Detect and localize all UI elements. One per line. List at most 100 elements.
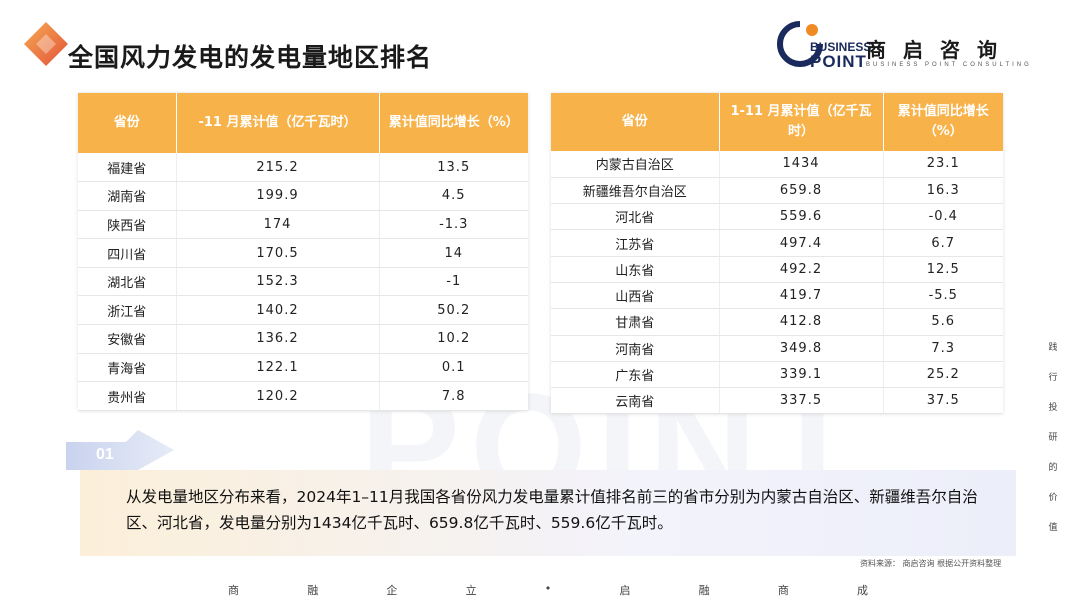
cell-growth: 13.5	[379, 153, 528, 183]
side-char: 的	[1048, 463, 1058, 473]
cell-province: 河南省	[551, 335, 720, 362]
cell-province: 浙江省	[78, 295, 177, 326]
cell-growth: 4.5	[379, 181, 528, 211]
brand-logo: BUSINESS POINT 商启咨询 BUSINESS POINT CONSU…	[774, 18, 1064, 78]
title-diamond-icon	[24, 22, 68, 66]
cell-province: 山东省	[551, 256, 720, 283]
side-char: 值	[1048, 523, 1058, 533]
table-row: 湖南省 199.9 4.5	[78, 181, 528, 211]
table-row: 云南省 337.5 37.5	[551, 387, 1003, 415]
summary-text: 从发电量地区分布来看，2024年1–11月我国各省份风力发电量累计值排名前三的省…	[126, 488, 978, 532]
cell-province: 四川省	[78, 238, 177, 268]
cell-province: 内蒙古自治区	[551, 151, 720, 178]
footer-char: 融	[698, 584, 710, 597]
cell-cumulative: 419.7	[719, 282, 884, 310]
table-row: 福建省 215.2 13.5	[78, 153, 528, 183]
side-char: 价	[1048, 493, 1058, 503]
cell-cumulative: 136.2	[176, 324, 380, 354]
cell-cumulative: 497.4	[719, 229, 884, 257]
cell-growth: 7.3	[883, 335, 1003, 362]
cell-growth: 14	[379, 238, 528, 268]
cell-province: 安徽省	[78, 324, 177, 354]
side-char: 投	[1048, 403, 1058, 413]
cell-province: 湖南省	[78, 181, 177, 211]
cell-cumulative: 1434	[719, 151, 884, 178]
header-cumulative: -11 月累计值（亿千瓦时）	[176, 93, 380, 153]
cell-cumulative: 492.2	[719, 256, 884, 283]
table-row: 湖北省 152.3 -1	[78, 267, 528, 297]
cell-province: 甘肃省	[551, 308, 720, 336]
side-char: 行	[1048, 373, 1058, 383]
cell-cumulative: 659.8	[719, 177, 884, 205]
cell-growth: -1	[379, 267, 528, 297]
logo-english-line1: BUSINESS	[810, 40, 872, 54]
cell-growth: 5.6	[883, 308, 1003, 336]
header-cumulative: 1-11 月累计值（亿千瓦时）	[719, 93, 884, 151]
cell-province: 山西省	[551, 282, 720, 310]
logo-ring-icon	[777, 21, 823, 67]
cell-cumulative: 215.2	[176, 153, 380, 183]
cell-cumulative: 559.6	[719, 203, 884, 231]
cell-growth: 0.1	[379, 353, 528, 383]
cell-growth: 25.2	[883, 361, 1003, 389]
footer-char: 融	[307, 584, 319, 597]
footer-char: 立	[465, 584, 477, 597]
cell-province: 云南省	[551, 387, 720, 415]
cell-province: 陕西省	[78, 210, 177, 240]
footer-char: 商	[777, 584, 789, 597]
table-row: 安徽省 136.2 10.2	[78, 324, 528, 354]
header-province: 省份	[78, 93, 177, 153]
cell-growth: 50.2	[379, 295, 528, 326]
cell-growth: -5.5	[883, 282, 1003, 310]
cell-province: 新疆维吾尔自治区	[551, 177, 720, 205]
cell-cumulative: 349.8	[719, 335, 884, 362]
footer-dot: •	[544, 582, 552, 595]
logo-chinese-name: 商启咨询	[866, 38, 1014, 62]
table-row: 贵州省 120.2 7.8	[78, 381, 528, 411]
cell-growth: 37.5	[883, 387, 1003, 415]
table-row: 浙江省 140.2 50.2	[78, 295, 528, 326]
table-row: 甘肃省 412.8 5.6	[551, 308, 1003, 336]
cell-cumulative: 170.5	[176, 238, 380, 268]
cell-growth: 6.7	[883, 229, 1003, 257]
cell-cumulative: 339.1	[719, 361, 884, 389]
footer-char: 启	[619, 584, 631, 597]
header-growth: 累计值同比增长（%）	[883, 93, 1003, 151]
header-province: 省份	[551, 93, 720, 151]
cell-growth: 16.3	[883, 177, 1003, 205]
table-row: 河北省 559.6 -0.4	[551, 203, 1003, 231]
ranking-table-right: 省份 1-11 月累计值（亿千瓦时） 累计值同比增长（%） 内蒙古自治区 1434…	[551, 93, 1003, 415]
cell-cumulative: 337.5	[719, 387, 884, 415]
ranking-table-left: 省份 -11 月累计值（亿千瓦时） 累计值同比增长（%） 福建省 215.2 13.…	[78, 93, 528, 411]
cell-growth: 23.1	[883, 151, 1003, 178]
table-row: 新疆维吾尔自治区 659.8 16.3	[551, 177, 1003, 205]
footer-char: 企	[386, 584, 398, 597]
page-title: 全国风力发电的发电量地区排名	[68, 43, 433, 72]
cell-growth: -1.3	[379, 210, 528, 240]
table-header-row: 省份 -11 月累计值（亿千瓦时） 累计值同比增长（%）	[78, 93, 528, 153]
cell-province: 广东省	[551, 361, 720, 389]
cell-province: 青海省	[78, 353, 177, 383]
footer-slogan: 商 融 企 立 • 启 融 商 成	[228, 582, 868, 598]
cell-growth: -0.4	[883, 203, 1003, 231]
table-row: 江苏省 497.4 6.7	[551, 229, 1003, 257]
header-growth: 累计值同比增长（%）	[379, 93, 528, 153]
summary-tab-arrow-icon	[66, 430, 174, 470]
side-char: 践	[1048, 343, 1058, 353]
logo-english-line2: POINT	[810, 52, 867, 71]
table-row: 陕西省 174 -1.3	[78, 210, 528, 240]
summary-number: 01	[96, 446, 114, 463]
table-row: 四川省 170.5 14	[78, 238, 528, 268]
logo-subtitle: BUSINESS POINT CONSULTING	[866, 62, 1032, 68]
cell-cumulative: 174	[176, 210, 380, 240]
table-header-row: 省份 1-11 月累计值（亿千瓦时） 累计值同比增长（%）	[551, 93, 1003, 151]
cell-cumulative: 412.8	[719, 308, 884, 336]
cell-cumulative: 152.3	[176, 267, 380, 297]
table-row: 山西省 419.7 -5.5	[551, 282, 1003, 310]
data-source-note: 资料来源： 商启咨询 根据公开资料整理	[860, 559, 1002, 568]
cell-province: 河北省	[551, 203, 720, 231]
table-row: 广东省 339.1 25.2	[551, 361, 1003, 389]
table-row: 内蒙古自治区 1434 23.1	[551, 151, 1003, 178]
cell-growth: 10.2	[379, 324, 528, 354]
summary-box	[80, 470, 1016, 556]
